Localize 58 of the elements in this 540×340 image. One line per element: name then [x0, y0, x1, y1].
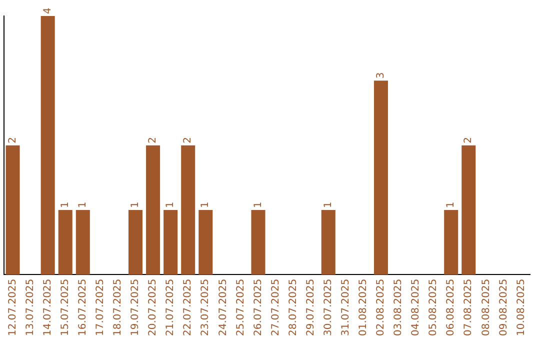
bar [321, 210, 336, 275]
x-tick-label: 29.07.2025 [305, 278, 316, 336]
bar [251, 210, 266, 275]
bar [76, 210, 90, 275]
x-tick-label: 12.07.2025 [7, 278, 18, 336]
x-tick-label: 15.07.2025 [60, 278, 71, 336]
x-tick-label: 06.08.2025 [446, 278, 457, 336]
data-label: 1 [165, 202, 176, 208]
data-label: 3 [376, 72, 387, 79]
data-label: 2 [7, 136, 18, 144]
x-tick-label: 17.07.2025 [95, 278, 106, 336]
bar [40, 16, 55, 275]
x-tick-label: 02.08.2025 [376, 278, 387, 336]
x-tick-label: 21.07.2025 [165, 278, 176, 336]
x-tick-label: 26.07.2025 [252, 278, 264, 336]
bar [198, 210, 213, 275]
x-tick-label: 25.07.2025 [235, 278, 246, 336]
bar [128, 210, 143, 275]
data-label: 2 [182, 136, 194, 144]
x-tick-label: 30.07.2025 [322, 278, 334, 336]
data-label: 2 [463, 136, 474, 144]
x-tick-label: 01.08.2025 [358, 278, 370, 336]
x-tick-label: 03.08.2025 [393, 278, 404, 336]
x-tick-label: 09.08.2025 [498, 278, 510, 336]
x-tick-label: 04.08.2025 [410, 278, 422, 336]
x-tick-label: 28.07.2025 [288, 278, 299, 336]
bar [462, 145, 476, 275]
x-tick-label: 27.07.2025 [270, 278, 282, 336]
x-tick-label: 14.07.2025 [42, 278, 54, 336]
data-label: 1 [130, 202, 142, 208]
bar [6, 145, 20, 275]
x-tick-label: 24.07.2025 [218, 278, 229, 336]
bar [181, 145, 196, 275]
x-tick-label: 18.07.2025 [112, 278, 124, 336]
x-tick-label: 23.07.2025 [200, 278, 212, 336]
bar [164, 210, 178, 275]
data-label: 1 [77, 202, 88, 208]
data-label: 1 [200, 202, 212, 208]
bar [374, 80, 388, 275]
x-tick-label: 22.07.2025 [182, 278, 194, 336]
x-tick-label: 20.07.2025 [148, 278, 159, 336]
x-tick-label: 31.07.2025 [340, 278, 352, 336]
data-label: 1 [60, 202, 71, 208]
data-label: 2 [148, 136, 159, 144]
data-label: 1 [446, 202, 457, 208]
x-tick-label: 10.08.2025 [516, 278, 527, 336]
data-label: 4 [42, 8, 54, 14]
data-label: 1 [252, 202, 264, 208]
x-tick-label: 16.07.2025 [77, 278, 88, 336]
x-tick-label: 07.08.2025 [463, 278, 474, 336]
x-tick-label: 05.08.2025 [428, 278, 440, 336]
x-tick-label: 19.07.2025 [130, 278, 142, 336]
bar [444, 210, 458, 275]
data-label: 1 [322, 202, 334, 208]
bar [146, 145, 160, 275]
x-tick-label: 13.07.2025 [24, 278, 36, 336]
x-tick-label: 08.08.2025 [480, 278, 492, 336]
bar [58, 210, 72, 275]
